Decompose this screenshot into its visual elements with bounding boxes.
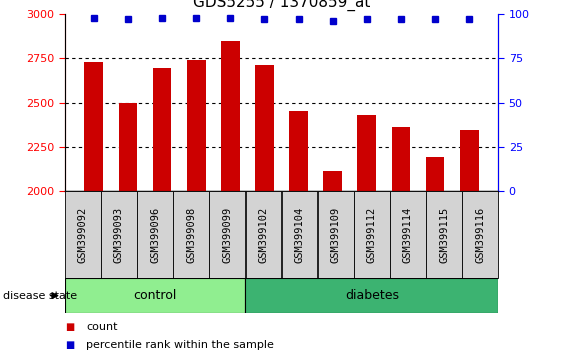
Bar bbox=[282, 191, 318, 278]
Text: ■: ■ bbox=[65, 322, 74, 332]
Bar bbox=[65, 278, 245, 313]
Text: GSM399102: GSM399102 bbox=[258, 206, 269, 263]
Bar bbox=[84, 62, 103, 191]
Bar bbox=[358, 115, 376, 191]
Text: diabetes: diabetes bbox=[345, 289, 399, 302]
Bar bbox=[65, 191, 101, 278]
Bar bbox=[391, 127, 410, 191]
Text: GSM399116: GSM399116 bbox=[475, 206, 485, 263]
Bar bbox=[460, 130, 479, 191]
Text: GSM399099: GSM399099 bbox=[222, 206, 233, 263]
Bar bbox=[318, 191, 354, 278]
Bar bbox=[153, 68, 172, 191]
Text: GSM399109: GSM399109 bbox=[330, 206, 341, 263]
Bar bbox=[245, 278, 498, 313]
Bar bbox=[119, 103, 137, 191]
Bar bbox=[426, 191, 462, 278]
Bar bbox=[323, 171, 342, 191]
Bar bbox=[390, 191, 426, 278]
Bar bbox=[101, 191, 137, 278]
Bar bbox=[354, 191, 390, 278]
Bar bbox=[187, 60, 205, 191]
Text: GSM399096: GSM399096 bbox=[150, 206, 160, 263]
Text: disease state: disease state bbox=[3, 291, 77, 301]
Bar bbox=[221, 41, 240, 191]
Text: percentile rank within the sample: percentile rank within the sample bbox=[86, 340, 274, 350]
Text: ■: ■ bbox=[65, 340, 74, 350]
Text: count: count bbox=[86, 322, 118, 332]
Bar bbox=[426, 156, 444, 191]
Bar bbox=[462, 191, 498, 278]
Bar bbox=[245, 191, 282, 278]
Bar bbox=[173, 191, 209, 278]
Text: GSM399093: GSM399093 bbox=[114, 206, 124, 263]
Text: GSM399098: GSM399098 bbox=[186, 206, 196, 263]
Bar bbox=[137, 191, 173, 278]
Text: GSM399092: GSM399092 bbox=[78, 206, 88, 263]
Text: GSM399115: GSM399115 bbox=[439, 206, 449, 263]
Text: control: control bbox=[133, 289, 177, 302]
Text: GSM399114: GSM399114 bbox=[403, 206, 413, 263]
Bar bbox=[255, 65, 274, 191]
Text: GSM399104: GSM399104 bbox=[294, 206, 305, 263]
Bar bbox=[289, 110, 308, 191]
Text: GSM399112: GSM399112 bbox=[367, 206, 377, 263]
Title: GDS5255 / 1370859_at: GDS5255 / 1370859_at bbox=[193, 0, 370, 11]
Bar bbox=[209, 191, 245, 278]
